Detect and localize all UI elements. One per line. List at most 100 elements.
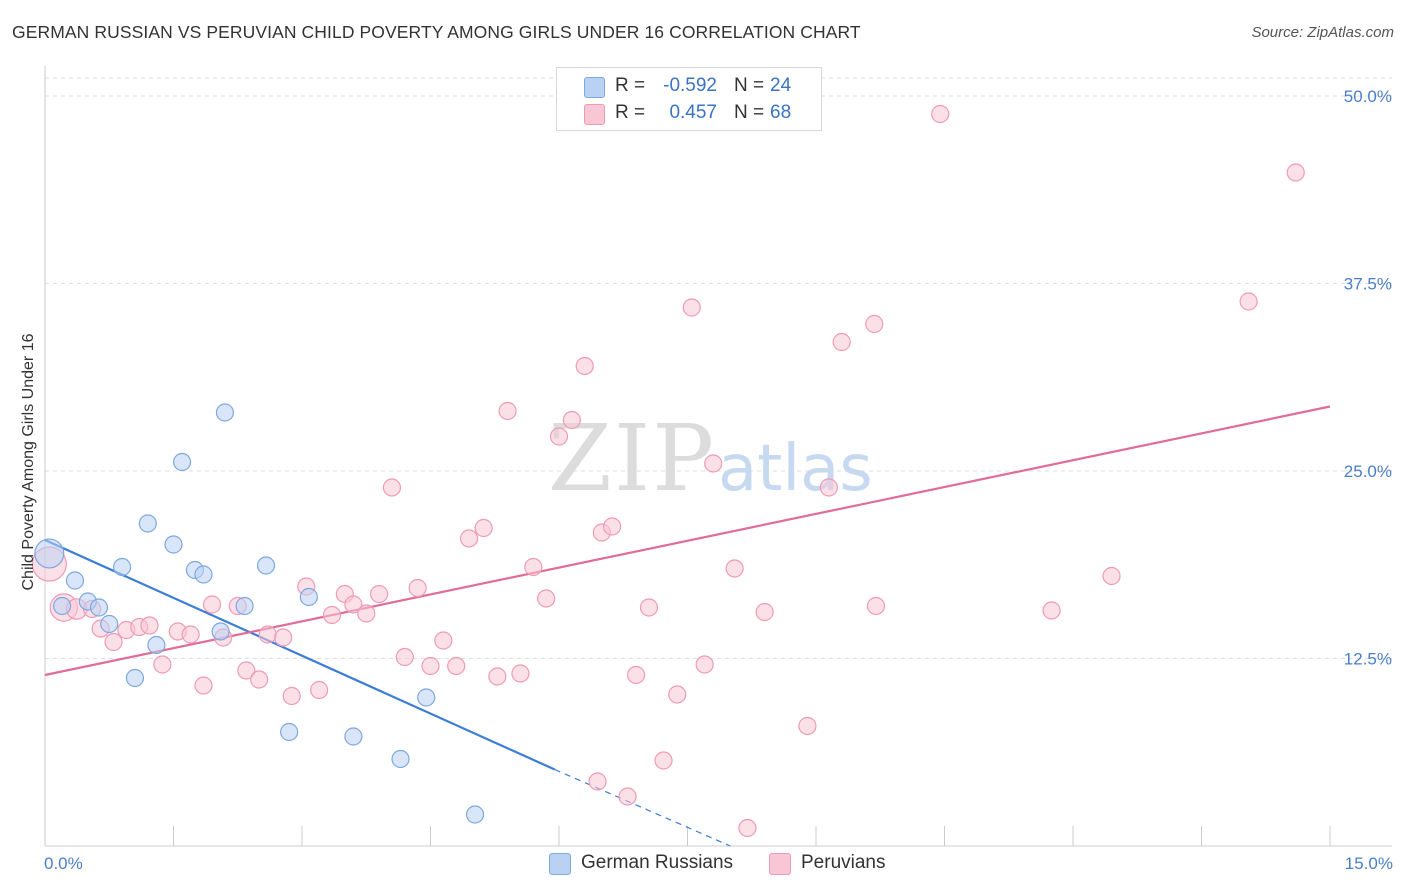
german-russians-point bbox=[53, 596, 72, 616]
legend-r-value: -0.592 bbox=[663, 75, 717, 96]
german-russians-point bbox=[235, 596, 254, 616]
german-russians-point bbox=[256, 556, 276, 575]
peruvians-point bbox=[603, 517, 622, 536]
legend-swatch-german-russians bbox=[584, 77, 605, 98]
peruvians-point bbox=[1239, 292, 1258, 311]
y-tick-label: 37.5% bbox=[1344, 275, 1392, 294]
peruvians-point bbox=[194, 676, 213, 695]
x-tick-label: 15.0% bbox=[1345, 854, 1393, 873]
legend-n-value: 68 bbox=[770, 102, 792, 123]
german-russians-point bbox=[65, 571, 85, 590]
peruvians-point bbox=[447, 656, 466, 676]
peruvians-point bbox=[866, 596, 886, 616]
legend-r-label: R = bbox=[615, 102, 646, 123]
y-axis-title: Child Poverty Among Girls Under 16 bbox=[20, 333, 37, 590]
peruvians-point bbox=[704, 454, 723, 473]
bottom-legend-label: German Russians bbox=[581, 852, 734, 873]
peruvians-point bbox=[562, 410, 581, 430]
german-russians-point bbox=[125, 668, 145, 688]
peruvians-point bbox=[865, 314, 884, 334]
peruvians-point bbox=[274, 628, 293, 647]
german-russians-point bbox=[164, 535, 183, 554]
peruvians-point bbox=[537, 589, 556, 608]
axis-labels: 12.5% 25.0% 37.5% 50.0% 0.0% 15.0% Child Pover… bbox=[20, 87, 1393, 873]
peruvians-point bbox=[1102, 566, 1121, 586]
legend-row-german-russians: R = -0.592 N = 24 bbox=[557, 74, 821, 100]
german-russians-point bbox=[100, 614, 119, 634]
trend-line-extension bbox=[554, 768, 731, 847]
peruvians-point bbox=[618, 787, 637, 806]
german-russians-point bbox=[34, 538, 65, 569]
legend-swatch-peruvians bbox=[584, 104, 605, 125]
peruvians-point bbox=[382, 478, 402, 497]
peruvians-point bbox=[322, 605, 342, 625]
data-points bbox=[31, 104, 1305, 838]
y-tick-label: 12.5% bbox=[1344, 650, 1392, 669]
legend-r-value: 0.457 bbox=[669, 102, 717, 123]
bottom-legend-label: Peruvians bbox=[801, 852, 886, 873]
peruvians-point bbox=[202, 595, 222, 614]
peruvians-point bbox=[668, 685, 687, 704]
peruvians-point bbox=[344, 595, 363, 614]
legend-r-label: R = bbox=[615, 75, 646, 96]
peruvians-point bbox=[695, 655, 714, 674]
peruvians-point bbox=[725, 559, 744, 578]
peruvians-point bbox=[524, 557, 543, 577]
peruvians-point bbox=[140, 616, 159, 635]
peruvians-point bbox=[237, 661, 256, 680]
trend-line bbox=[44, 538, 556, 771]
watermark-atlas: atlas bbox=[718, 432, 873, 506]
peruvians-point bbox=[181, 625, 200, 644]
peruvians-point bbox=[654, 751, 673, 770]
peruvians-point bbox=[370, 584, 389, 604]
peruvians-point bbox=[153, 655, 172, 674]
german-russians-point bbox=[417, 688, 436, 707]
axes bbox=[44, 66, 1392, 847]
peruvians-point bbox=[1042, 601, 1061, 620]
peruvians-point bbox=[832, 332, 851, 352]
german-russians-point bbox=[465, 805, 485, 824]
peruvians-point bbox=[459, 529, 479, 548]
peruvians-point bbox=[682, 298, 701, 317]
peruvians-point bbox=[488, 667, 507, 686]
peruvians-point bbox=[588, 772, 607, 791]
peruvians-point bbox=[755, 602, 774, 622]
peruvians-point bbox=[395, 647, 414, 667]
peruvians-point bbox=[931, 104, 950, 124]
trend-line bbox=[44, 405, 1331, 677]
german-russians-point bbox=[391, 749, 410, 769]
german-russians-point bbox=[172, 452, 192, 472]
german-russians-point bbox=[138, 514, 157, 533]
peruvians-point bbox=[798, 716, 817, 736]
bottom-legend-swatch-german-russians bbox=[549, 853, 571, 875]
german-russians-point bbox=[147, 635, 166, 655]
legend-n-value: 24 bbox=[770, 75, 792, 96]
peruvians-point bbox=[819, 478, 838, 497]
peruvians-point bbox=[357, 604, 376, 623]
german-russians-point bbox=[211, 622, 230, 641]
legend-row-peruvians: R = 0.457 N = 68 bbox=[557, 101, 821, 127]
chart-title: GERMAN RUSSIAN VS PERUVIAN CHILD POVERTY… bbox=[12, 22, 861, 42]
peruvians-point bbox=[258, 625, 277, 644]
peruvians-point bbox=[549, 427, 569, 446]
peruvians-point bbox=[474, 518, 493, 538]
peruvians-point bbox=[511, 664, 530, 683]
german-russians-point bbox=[194, 565, 213, 584]
german-russians-point bbox=[344, 727, 363, 746]
gridlines bbox=[45, 77, 1392, 659]
peruvians-point bbox=[421, 656, 440, 676]
x-tick-label: 0.0% bbox=[44, 854, 83, 873]
trend-lines bbox=[44, 405, 1331, 847]
bottom-legend-swatch-peruvians bbox=[769, 853, 791, 875]
peruvians-point bbox=[282, 686, 301, 706]
peruvians-point bbox=[434, 631, 453, 650]
peruvians-point bbox=[498, 401, 517, 421]
chart-source: Source: ZipAtlas.com bbox=[1251, 24, 1394, 41]
peruvians-point bbox=[104, 632, 123, 652]
peruvians-point bbox=[408, 578, 427, 598]
german-russians-point bbox=[112, 557, 132, 577]
peruvians-point bbox=[639, 598, 659, 617]
legend-n-label: N = bbox=[734, 102, 765, 123]
peruvians-point bbox=[1286, 163, 1305, 182]
